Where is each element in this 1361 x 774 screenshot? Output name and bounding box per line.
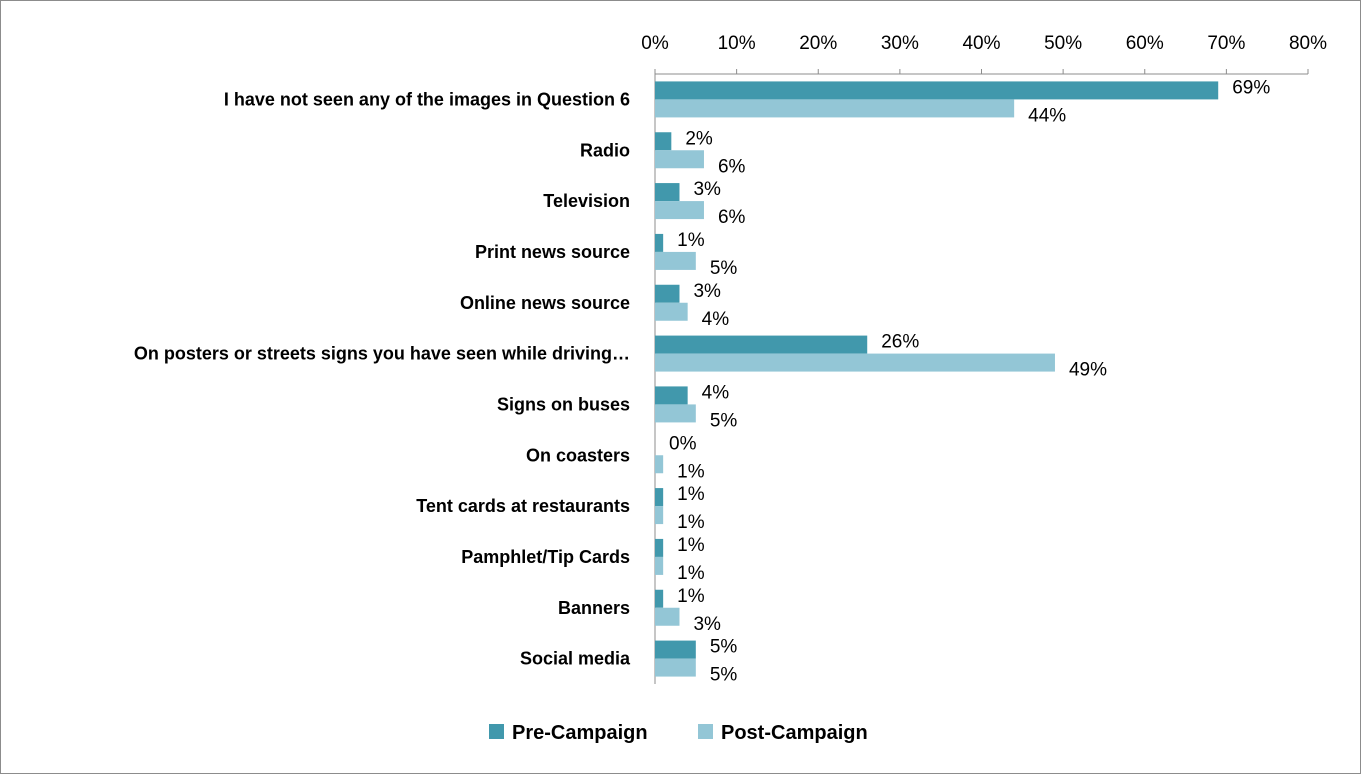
bar-pre-campaign (655, 640, 696, 659)
data-label: 49% (1069, 360, 1107, 381)
data-label: 5% (710, 637, 738, 658)
bar-post-campaign (655, 302, 688, 321)
category-label: Television (543, 191, 630, 211)
bar-post-campaign (655, 201, 704, 220)
bar-pre-campaign (655, 335, 868, 354)
bars-group: 69%44%2%6%3%6%1%5%3%4%26%49%4%5%0%1%1%1%… (655, 77, 1270, 686)
legend: Pre-Campaign Post-Campaign (489, 722, 868, 744)
data-label: 2% (685, 128, 713, 149)
bar-post-campaign (655, 99, 1015, 118)
data-label: 5% (710, 665, 738, 686)
data-label: 26% (881, 332, 919, 353)
bar-pre-campaign (655, 233, 664, 252)
data-label: 69% (1232, 77, 1270, 98)
data-label: 1% (677, 512, 705, 533)
data-label: 1% (677, 563, 705, 584)
y-axis: I have not seen any of the images in Que… (134, 74, 656, 684)
data-label: 0% (669, 433, 697, 454)
category-label: Online news source (460, 293, 630, 313)
legend-label: Post-Campaign (721, 722, 868, 744)
legend-swatch (489, 724, 504, 739)
category-label: On posters or streets signs you have see… (134, 344, 630, 364)
bar-pre-campaign (655, 386, 688, 405)
x-tick-label: 70% (1207, 33, 1245, 54)
bar-post-campaign (655, 353, 1055, 372)
x-tick-label: 50% (1044, 33, 1082, 54)
category-label: Signs on buses (497, 394, 630, 414)
bar-pre-campaign (655, 81, 1219, 100)
data-label: 44% (1028, 105, 1066, 126)
x-tick-label: 0% (641, 33, 669, 54)
bar-pre-campaign (655, 488, 664, 507)
data-label: 3% (693, 614, 721, 635)
bar-post-campaign (655, 607, 680, 626)
bar-post-campaign (655, 506, 664, 525)
data-label: 1% (677, 535, 705, 556)
x-tick-label: 10% (718, 33, 756, 54)
category-label: Tent cards at restaurants (416, 496, 630, 516)
category-label: Social media (520, 649, 631, 669)
x-tick-label: 30% (881, 33, 919, 54)
bar-pre-campaign (655, 132, 672, 151)
category-label: Print news source (475, 242, 630, 262)
category-label: Radio (580, 140, 630, 160)
data-label: 1% (677, 586, 705, 607)
data-label: 1% (677, 484, 705, 505)
data-label: 5% (710, 410, 738, 431)
x-tick-label: 80% (1289, 33, 1327, 54)
data-label: 5% (710, 258, 738, 279)
legend-label: Pre-Campaign (512, 722, 648, 744)
bar-pre-campaign (655, 589, 664, 608)
bar-post-campaign (655, 556, 664, 575)
bar-post-campaign (655, 455, 664, 474)
data-label: 4% (702, 382, 730, 403)
bar-post-campaign (655, 251, 696, 270)
data-label: 4% (702, 309, 730, 330)
x-tick-label: 20% (799, 33, 837, 54)
category-label: Pamphlet/Tip Cards (461, 547, 630, 567)
bar-post-campaign (655, 658, 696, 677)
category-label: I have not seen any of the images in Que… (224, 89, 630, 109)
data-label: 6% (718, 156, 746, 177)
bar-post-campaign (655, 150, 704, 169)
bar-pre-campaign (655, 183, 680, 202)
x-tick-label: 40% (962, 33, 1000, 54)
data-label: 1% (677, 230, 705, 251)
legend-swatch (698, 724, 713, 739)
data-label: 3% (693, 281, 721, 302)
data-label: 6% (718, 207, 746, 228)
bar-pre-campaign (655, 284, 680, 303)
category-label: On coasters (526, 445, 630, 465)
bar-post-campaign (655, 404, 696, 423)
data-label: 1% (677, 461, 705, 482)
x-axis: 0% 10% 20% 30% 40% 50% 60% 70% 80% (641, 33, 1327, 75)
x-tick-label: 60% (1126, 33, 1164, 54)
category-label: Banners (558, 598, 630, 618)
bar-pre-campaign (655, 538, 664, 557)
data-label: 3% (693, 179, 721, 200)
